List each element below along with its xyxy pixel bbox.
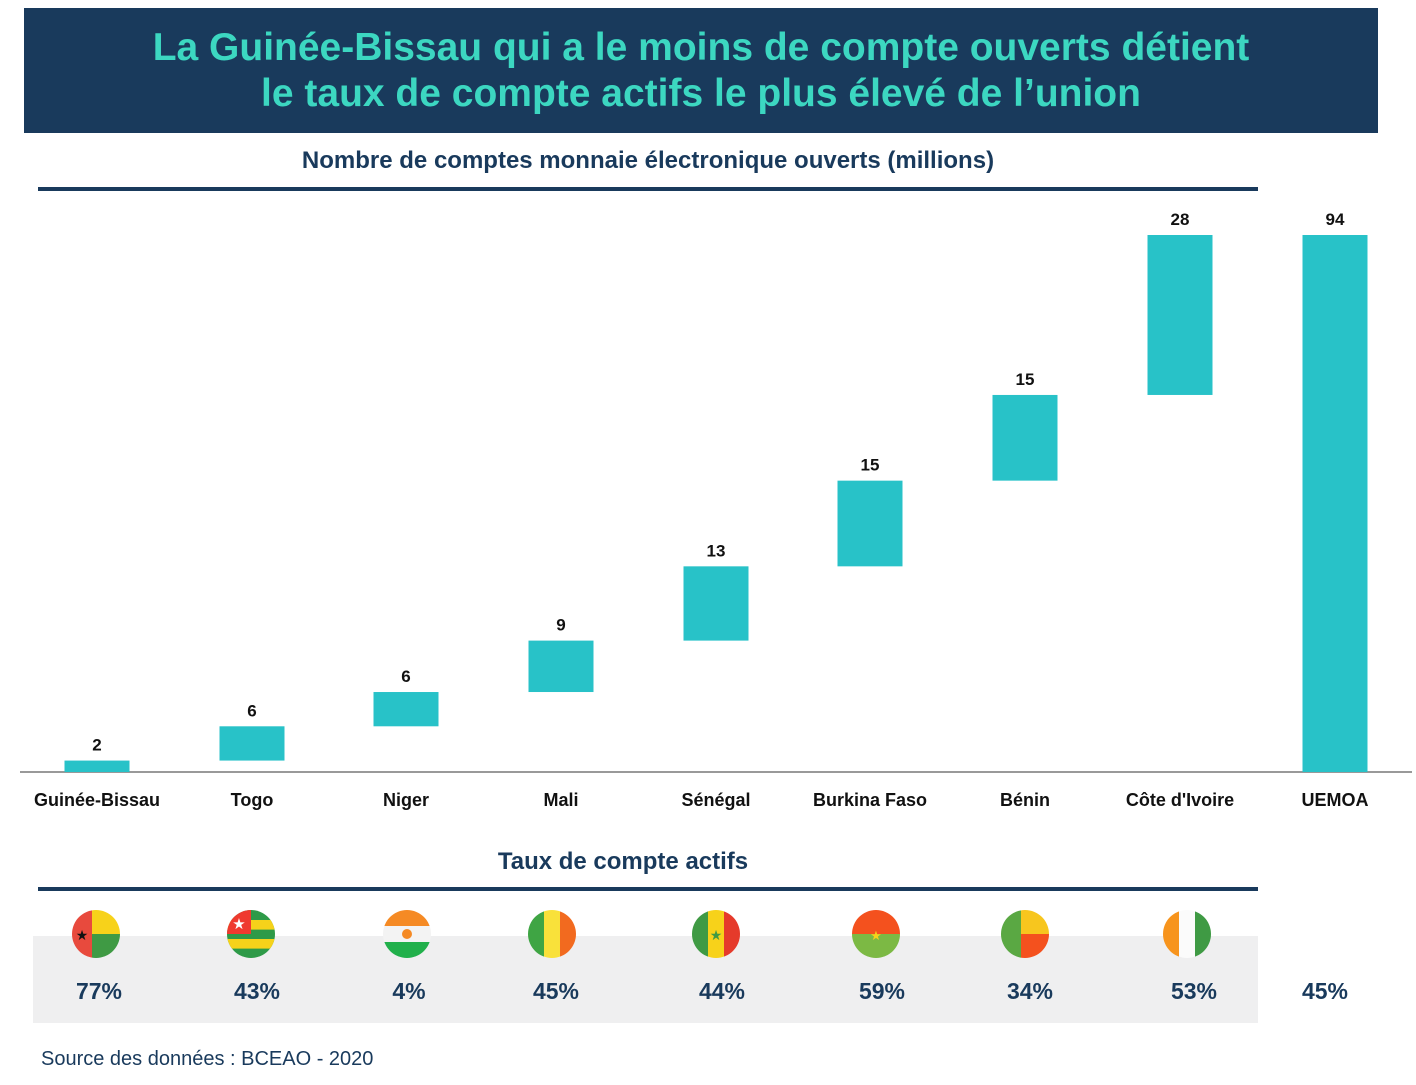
category-label: Burkina Faso xyxy=(813,790,927,810)
rates-title-rule xyxy=(38,887,1258,891)
bar-togo xyxy=(220,726,285,760)
category-label: Mali xyxy=(543,790,578,810)
bar-burkina-faso xyxy=(838,481,903,567)
svg-text:★: ★ xyxy=(232,916,245,933)
category-label: Niger xyxy=(383,790,429,810)
svg-text:★: ★ xyxy=(870,928,882,943)
rate-mali: 45% xyxy=(496,978,616,1005)
category-label: Togo xyxy=(231,790,274,810)
value-label: 13 xyxy=(707,541,726,560)
source-note: Source des données : BCEAO - 2020 xyxy=(41,1048,373,1071)
rate-benin: 34% xyxy=(970,978,1090,1005)
burkina-faso-flag-icon: ★ xyxy=(852,910,900,958)
niger-flag-icon xyxy=(383,910,431,958)
rate-niger: 4% xyxy=(349,978,469,1005)
bar-mali xyxy=(529,641,594,692)
mali-flag-icon xyxy=(528,910,576,958)
rate-uemoa: 45% xyxy=(1265,978,1385,1005)
category-label: Côte d'Ivoire xyxy=(1126,790,1234,810)
rates-title: Taux de compte actifs xyxy=(38,848,1208,876)
value-label: 94 xyxy=(1326,210,1345,229)
value-label: 6 xyxy=(247,701,256,720)
category-label: Guinée-Bissau xyxy=(34,790,160,810)
category-label: Bénin xyxy=(1000,790,1050,810)
value-label: 28 xyxy=(1171,210,1190,229)
value-label: 15 xyxy=(861,456,880,475)
value-label: 2 xyxy=(92,736,101,755)
cote-divoire-flag-icon xyxy=(1163,910,1211,958)
svg-text:★: ★ xyxy=(76,927,89,943)
bar-guin-e-bissau xyxy=(65,761,130,772)
togo-flag-icon: ★ xyxy=(227,910,275,958)
bar-s-n-gal xyxy=(684,566,749,640)
rate-burkina-faso: 59% xyxy=(822,978,942,1005)
rate-togo: 43% xyxy=(197,978,317,1005)
bar-niger xyxy=(374,692,439,726)
bar-b-nin xyxy=(993,395,1058,481)
value-label: 9 xyxy=(556,616,565,635)
title-line-1: La Guinée-Bissau qui a le moins de compt… xyxy=(24,25,1378,71)
svg-text:★: ★ xyxy=(710,927,723,943)
title-line-2: le taux de compte actifs le plus élevé d… xyxy=(24,71,1378,117)
rate-senegal: 44% xyxy=(662,978,782,1005)
value-label: 15 xyxy=(1016,370,1035,389)
rate-guinea-bissau: 77% xyxy=(39,978,159,1005)
category-label: UEMOA xyxy=(1302,790,1369,810)
benin-flag-icon xyxy=(1001,910,1049,958)
value-label: 6 xyxy=(401,667,410,686)
guinea-bissau-flag-icon: ★ xyxy=(72,910,120,958)
waterfall-chart: 2 Guinée-Bissau 6 Togo 6 Niger 9 Mali 13 Sénégal 1… xyxy=(0,190,1416,830)
bar-c-te-d-ivoire xyxy=(1148,235,1213,395)
rate-cote-divoire: 53% xyxy=(1134,978,1254,1005)
senegal-flag-icon: ★ xyxy=(692,910,740,958)
chart-title: Nombre de comptes monnaie électronique o… xyxy=(38,147,1258,175)
bar-uemoa xyxy=(1303,235,1368,772)
category-label: Sénégal xyxy=(681,790,750,810)
title-banner: La Guinée-Bissau qui a le moins de compt… xyxy=(24,8,1378,133)
